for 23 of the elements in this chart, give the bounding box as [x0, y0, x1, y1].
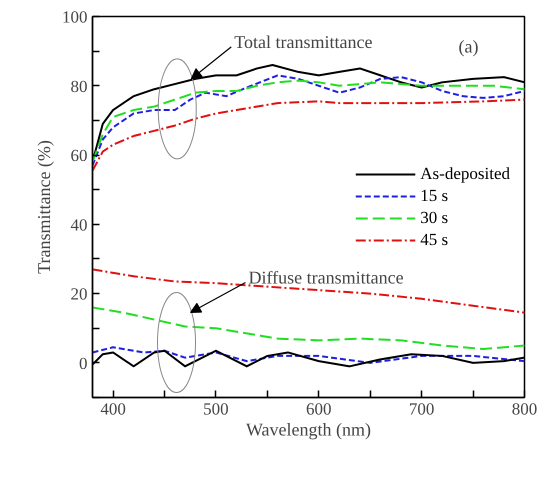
y-tick-label: 40 [70, 215, 88, 234]
legend-label: 30 s [420, 208, 448, 228]
y-tick-label: 60 [70, 146, 88, 166]
line-series [92, 306, 524, 350]
line-series [92, 268, 524, 314]
y-tick-label: 0 [79, 354, 88, 373]
y-tick-label: 100 [62, 8, 88, 26]
annotation: Total transmittance [234, 32, 372, 52]
x-tick-label: 400 [100, 400, 126, 418]
y-axis-title: Transmittance (%) [34, 140, 54, 274]
legend-label: As-deposited [420, 164, 510, 184]
line-series [92, 346, 524, 364]
x-tick-label: 600 [306, 400, 332, 418]
x-axis-title: Wavelength (nm) [246, 420, 372, 440]
annotation: (a) [458, 36, 478, 56]
legend-label: 45 s [420, 230, 448, 250]
x-tick-label: 500 [203, 400, 229, 418]
x-tick-label: 700 [408, 400, 434, 418]
x-tick-label: 800 [512, 400, 538, 418]
y-tick-label: 20 [70, 284, 88, 304]
legend-label: 15 s [420, 186, 448, 206]
annotation: Diffuse transmittance [248, 268, 404, 288]
y-tick-label: 80 [70, 76, 88, 96]
